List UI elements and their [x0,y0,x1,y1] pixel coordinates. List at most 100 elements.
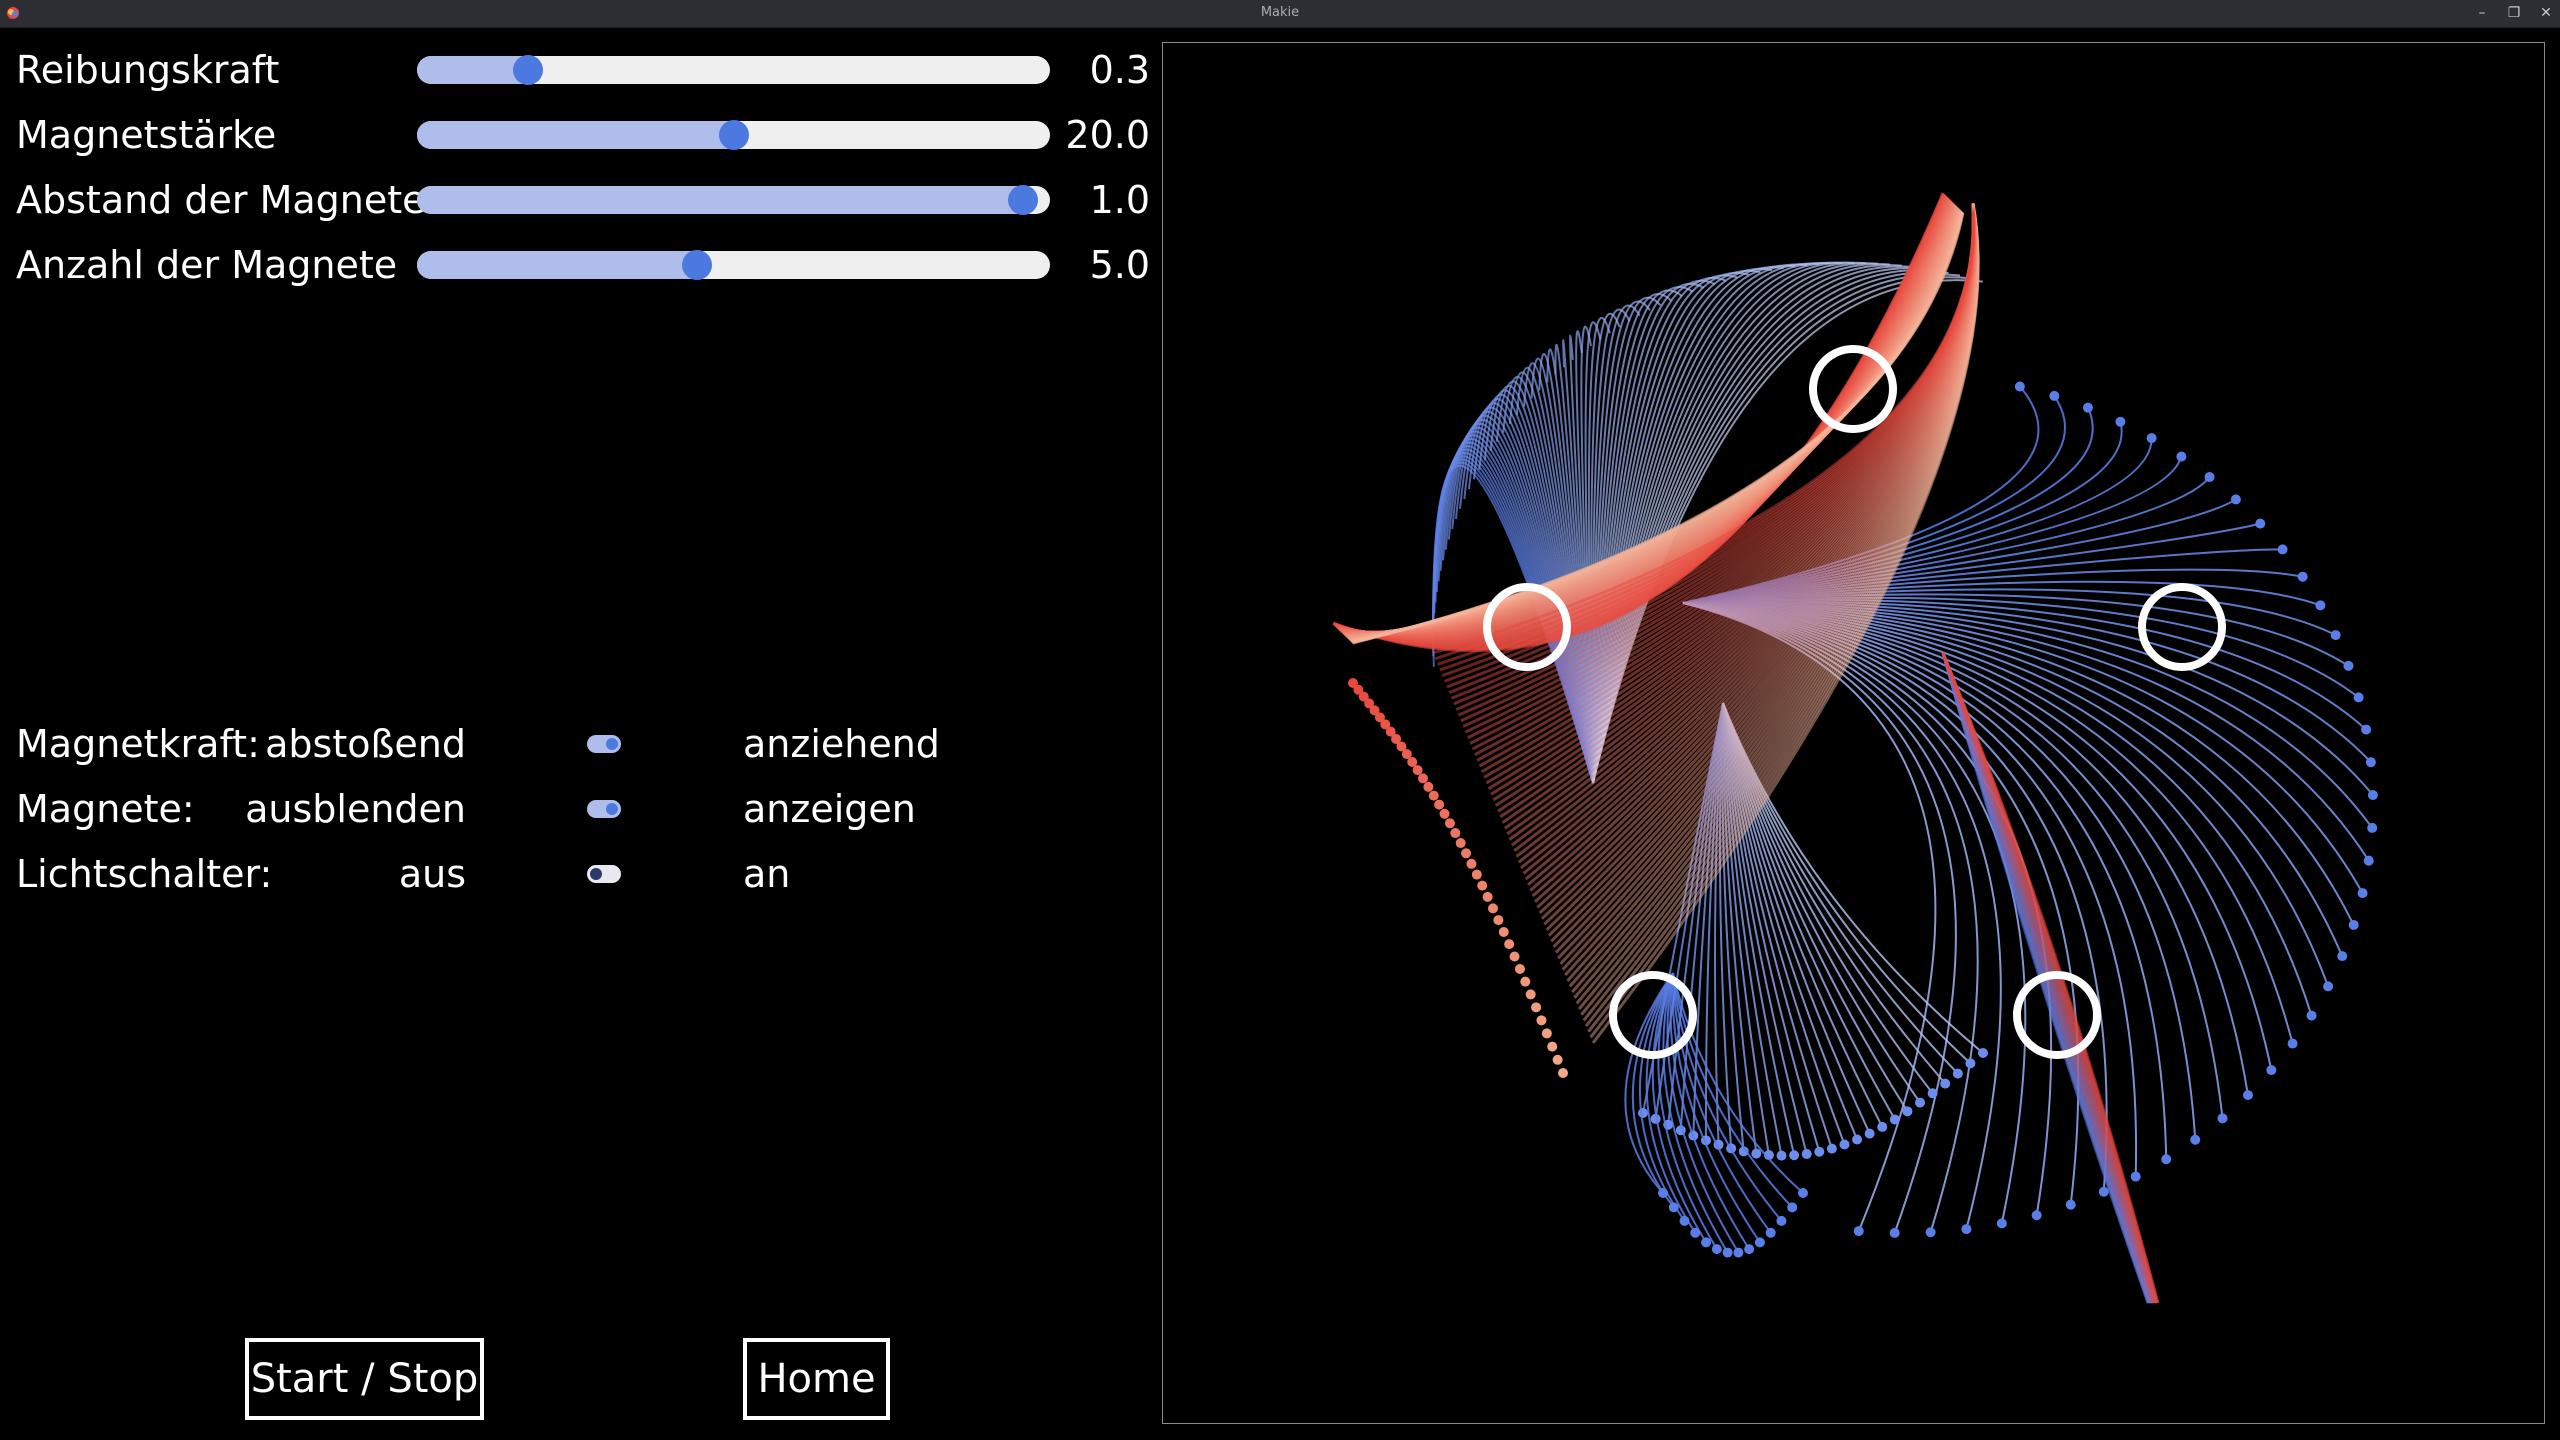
trace-dot [1391,733,1402,744]
magnet-marker [2138,583,2226,671]
trace-line [1592,264,1902,784]
trace-line [1504,208,1976,830]
trace-dot [2266,1065,2277,1076]
slider-label: Magnetstärke [16,113,277,157]
toggle-off-label: abstoßend [265,722,466,766]
minimize-icon[interactable]: – [2478,5,2486,21]
trace-dot [2297,571,2308,582]
trace-line [1592,272,1750,784]
toggle-label: Magnete: [16,787,195,831]
abstand-slider[interactable] [417,186,1050,214]
trace-line [1592,286,1694,784]
trace-dot [1450,828,1461,839]
trace-line [1543,205,1978,926]
simulation-canvas[interactable] [1162,42,2545,1424]
slider-handle[interactable] [718,120,749,150]
close-icon[interactable]: ✕ [2540,5,2552,21]
maximize-icon[interactable]: ❐ [2507,5,2521,21]
trace-dot [1787,1202,1798,1213]
trace-line [1592,300,1651,784]
trace-line [1592,274,1738,784]
trace-dot [1439,808,1450,819]
trace-line [1682,602,2355,926]
trace-line [1682,602,2273,1071]
trace-dot [1401,749,1412,760]
trace-dot [1514,963,1525,974]
trace-dot [1385,726,1396,737]
slider-row-reibungskraft: Reibungskraft 0.3 [0,42,1150,92]
trace-dot [2363,855,2374,866]
trace-line [1441,212,1975,678]
reibungskraft-slider[interactable] [417,56,1050,84]
trace-line [1522,207,1977,875]
trace-line [1483,389,1594,784]
trace-dot [1789,1150,1800,1161]
trace-line [1682,601,2370,862]
trace-line [1580,325,1594,784]
trace-line [1722,702,1783,1156]
trace-line [1722,702,1884,1128]
magnete-toggle[interactable] [587,800,621,818]
trace-line [1722,702,1808,1155]
trace-dot [1493,915,1504,926]
trace-line [1557,204,1978,960]
trace-line [1645,972,1697,1234]
trace-dot [1536,1015,1547,1026]
trace-line [1508,208,1977,841]
trace-dot [1711,1244,1722,1255]
trace-line [1531,206,1977,898]
trace-dot [2082,402,2093,413]
trace-line [1524,207,1977,881]
trace-line [1592,262,1879,784]
trace-line [1682,602,2224,1119]
trace-line [1592,282,1705,784]
trace-line [1499,208,1976,819]
trace-line [1448,211,1975,694]
trace-line [1513,207,1977,853]
trace-dot [1558,1068,1568,1078]
trace-line [1577,203,1979,1011]
trace-dot [2014,381,2025,392]
trace-dot [1374,712,1385,723]
trace-dot [2242,1090,2253,1101]
magnet-marker [2013,971,2101,1059]
trace-line [1592,279,1716,784]
trace-line [1554,205,1978,954]
start-stop-button[interactable]: Start / Stop [245,1338,484,1420]
trace-line [1575,203,1979,1005]
trace-line [1682,602,2002,1230]
slider-handle[interactable] [682,250,713,280]
trace-dot [1902,1106,1913,1117]
trace-line [1527,206,1977,886]
magnetkraft-toggle[interactable] [587,735,621,753]
trace-line [1682,438,2153,604]
trace-dot [1853,1226,1864,1237]
trace-line [1453,211,1975,706]
trace-line [1589,202,1980,1039]
lichtschalter-toggle[interactable] [587,865,621,883]
trace-line [1590,312,1621,784]
trace-dot [2287,1038,2298,1049]
home-button[interactable]: Home [743,1338,890,1420]
slider-value: 20.0 [1065,113,1150,157]
anzahl-slider[interactable] [417,251,1050,279]
trace-line [1492,209,1976,802]
slider-row-anzahl: Anzahl der Magnete 5.0 [0,237,1150,287]
slider-fill [417,56,529,84]
trace-line [1718,702,1733,1149]
trace-dot [2367,790,2378,801]
trace-dot [2161,1154,2172,1165]
trace-dot [2348,919,2359,930]
trace-line [1672,972,1804,1194]
trace-dot [2146,433,2157,444]
trace-line [1682,602,2197,1140]
trace-line [1587,316,1611,784]
slider-handle[interactable] [513,55,544,85]
trace-line [1592,261,1831,784]
trace-line [1566,204,1979,982]
trace-dot [2065,1199,2076,1210]
trace-line [1592,271,1949,784]
slider-handle[interactable] [1007,185,1038,215]
trace-dot [1952,1068,1963,1079]
trace-line [1682,395,2066,604]
